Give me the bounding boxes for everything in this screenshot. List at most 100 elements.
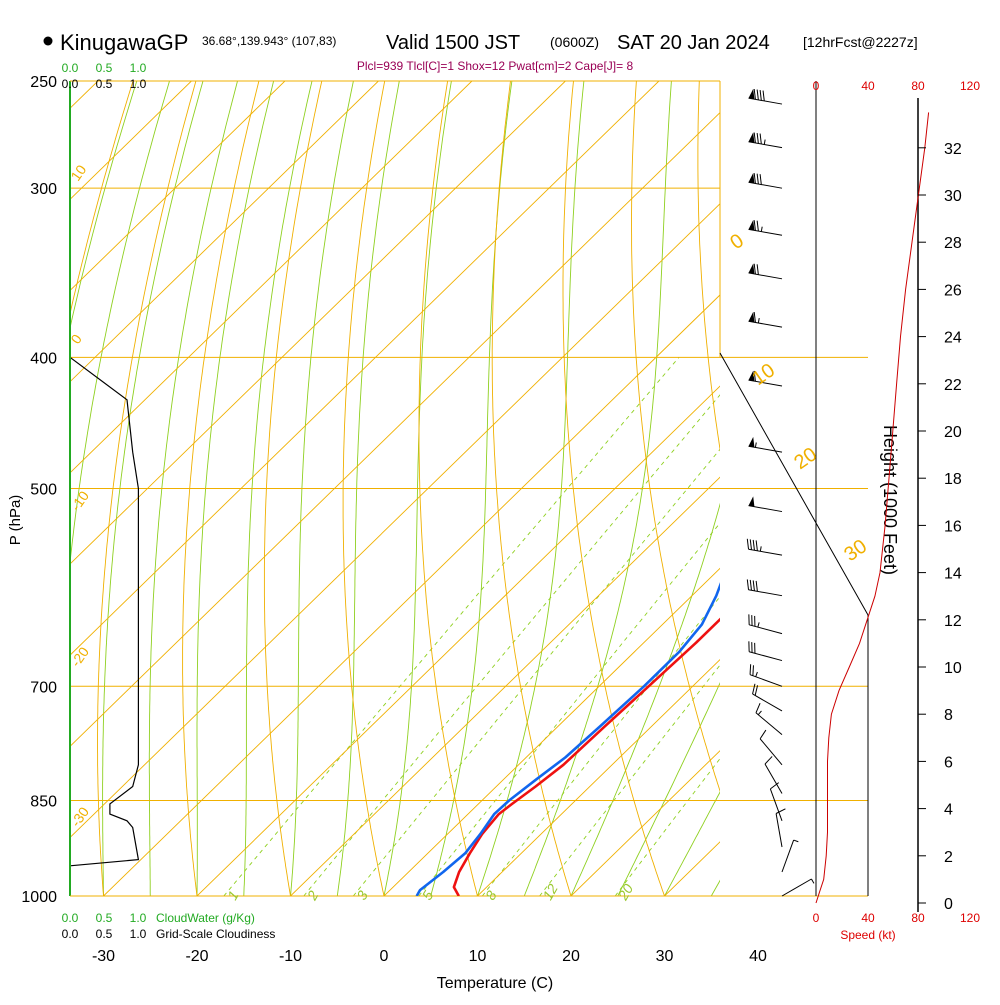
wind-barb xyxy=(749,641,782,660)
mixing-ratio-line xyxy=(353,357,796,896)
height-tick-label: 24 xyxy=(944,330,962,347)
pressure-tick-label: 250 xyxy=(30,74,57,91)
height-tick-label: 30 xyxy=(944,188,962,205)
wind-barb xyxy=(756,703,782,734)
wind-barb-pennant xyxy=(749,264,755,274)
wind-barb-pennant xyxy=(749,173,755,183)
temperature-line xyxy=(454,115,923,896)
wind-barb-feather xyxy=(754,133,755,143)
speed-tick-label-top: 40 xyxy=(861,79,875,93)
wind-barb-pennant xyxy=(749,312,755,322)
pressure-tick-label: 300 xyxy=(30,181,57,198)
wind-barb-feather xyxy=(753,580,754,590)
valid-utc: (0600Z) xyxy=(550,34,599,50)
height-tick-label: 6 xyxy=(944,754,953,771)
wind-barb-feather xyxy=(756,703,760,713)
cloudwater-scale-label-top: 0.0 xyxy=(62,61,79,75)
mixing-ratio-label: 5 xyxy=(419,888,437,903)
height-tick-label: 20 xyxy=(944,424,962,441)
wind-barb xyxy=(782,879,814,896)
station-name: KinugawaGP xyxy=(60,30,188,55)
cloudwater-label: CloudWater (g/Kg) xyxy=(156,911,255,925)
wind-barb-pennant xyxy=(749,496,755,506)
temperature-tick-label: 10 xyxy=(469,948,487,965)
y-axis-label: P (hPa) xyxy=(7,495,24,546)
wind-barb-feather xyxy=(747,579,748,589)
cloudiness-line xyxy=(70,357,138,866)
cloudiness-scale-label-bottom: 0.5 xyxy=(96,927,113,941)
wind-barb-feather xyxy=(756,540,757,550)
wind-barb-feather xyxy=(753,684,755,694)
wind-barb-half-feather xyxy=(764,140,765,145)
wind-barb-half-feather xyxy=(811,879,814,883)
wind-barb-staff xyxy=(765,764,782,793)
height-tick-label: 4 xyxy=(944,802,953,819)
pressure-tick-label: 1000 xyxy=(21,889,57,906)
wind-barb-feather xyxy=(754,312,755,322)
wind-barb-feather xyxy=(757,90,758,100)
wind-barb-staff xyxy=(760,739,782,765)
wind-barb-half-feather xyxy=(760,546,761,551)
pressure-tick-label: 700 xyxy=(30,679,57,696)
wind-barb-feather xyxy=(754,89,755,99)
mixing-ratio-line xyxy=(482,357,913,896)
height-tick-label: 32 xyxy=(944,141,962,158)
wind-barb-feather xyxy=(754,264,755,274)
valid-date: SAT 20 Jan 2024 xyxy=(617,32,770,54)
cloudiness-scale-label-bottom: 1.0 xyxy=(130,927,147,941)
pressure-tick-label: 400 xyxy=(30,350,57,367)
height-tick-label: 16 xyxy=(944,518,962,535)
wind-barb xyxy=(747,539,782,555)
wind-barb xyxy=(760,730,782,765)
isobars xyxy=(70,81,868,896)
wind-barb-feather xyxy=(757,133,758,143)
wind-barb xyxy=(749,614,782,633)
temperature-tick-label: -10 xyxy=(279,948,302,965)
station-bullet-icon xyxy=(44,37,53,46)
mixing-ratio-line xyxy=(419,357,856,896)
cloudiness-profile xyxy=(70,357,138,866)
pressure-tick-label: 500 xyxy=(30,482,57,499)
dry-adiabat-label: -20 xyxy=(67,644,92,670)
temperature-tick-label: 20 xyxy=(562,948,580,965)
wind-barb xyxy=(753,684,782,711)
wind-barbs xyxy=(747,89,814,896)
wind-barb xyxy=(749,264,782,279)
wind-barb-staff xyxy=(756,713,782,735)
wind-barb xyxy=(776,809,785,847)
height-tick-label: 10 xyxy=(944,660,962,677)
height-tick-label: 28 xyxy=(944,235,962,252)
mixing-ratio-label: 3 xyxy=(353,888,371,903)
wind-barb-feather xyxy=(760,134,761,144)
speed-tick-label-top: 0 xyxy=(813,79,820,93)
speed-tick-label-bottom: 0 xyxy=(813,911,820,925)
wind-barb-feather xyxy=(754,220,755,230)
wind-barb-pennant xyxy=(749,437,755,447)
height-axis-label: Height (1000 Feet) xyxy=(880,425,900,575)
cloudiness-scale-label-top: 1.0 xyxy=(130,77,147,91)
cloudiness-scale-label-bottom: 0.0 xyxy=(62,927,79,941)
wind-barb-staff xyxy=(782,879,811,896)
mixing-ratio-label: 20 xyxy=(614,881,636,904)
height-tick-label: 2 xyxy=(944,849,953,866)
wind-barb-feather xyxy=(756,581,757,591)
height-tick-label: 8 xyxy=(944,707,953,724)
temperature-tick-label: 30 xyxy=(656,948,674,965)
height-tick-label: 0 xyxy=(944,896,953,913)
wind-barb xyxy=(749,220,782,235)
mixing-ratio-label: 8 xyxy=(482,888,500,903)
temperature-tick-label: -20 xyxy=(185,948,208,965)
height-tick-label: 12 xyxy=(944,613,962,630)
dry-adiabat-label: 0 xyxy=(726,230,748,254)
wind-barb-feather xyxy=(753,540,754,550)
mixing-ratio-label: 12 xyxy=(539,881,561,903)
temperature-tick-label: 0 xyxy=(380,948,389,965)
mixing-ratio-line xyxy=(304,357,752,896)
dry-adiabat-label: 30 xyxy=(840,535,871,566)
speed-profile xyxy=(816,112,929,903)
wind-barb-staff xyxy=(749,625,782,634)
mixing-ratio-label: 2 xyxy=(303,888,321,904)
wind-barb-feather xyxy=(750,539,751,549)
dry-adiabat-label: -30 xyxy=(67,804,92,830)
wind-barb-half-feather xyxy=(756,672,758,677)
